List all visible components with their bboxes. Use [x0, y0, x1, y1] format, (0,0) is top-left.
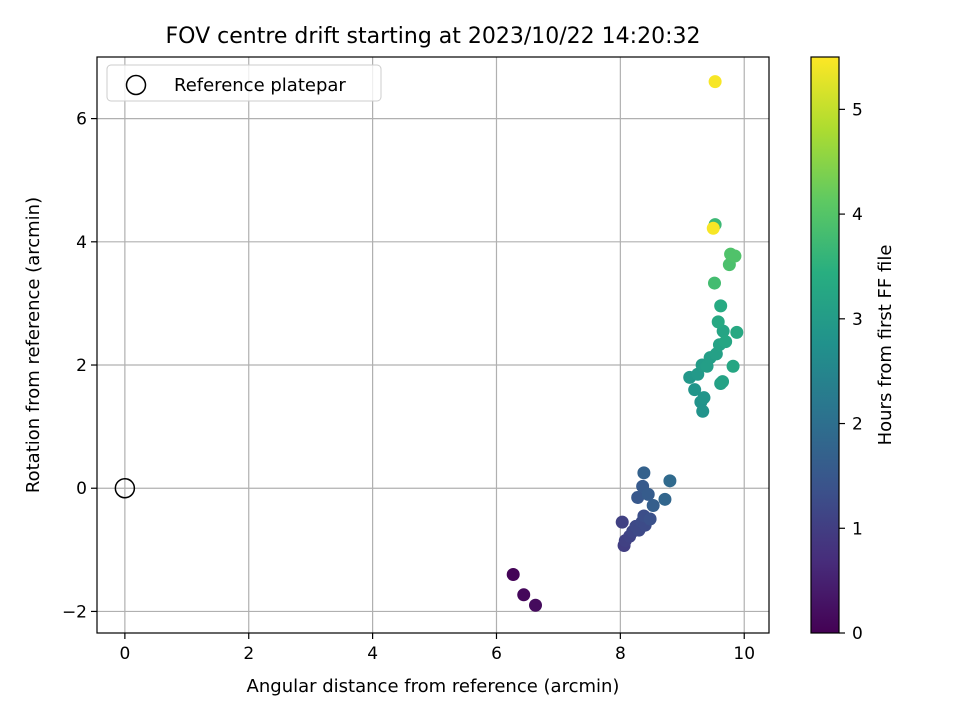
data-point — [706, 221, 720, 235]
data-point — [719, 335, 733, 349]
data-point — [615, 515, 629, 529]
x-tick-label: 10 — [733, 644, 755, 664]
y-tick-label: 2 — [76, 356, 87, 376]
data-point — [658, 492, 672, 506]
data-point — [708, 75, 722, 89]
colorbar-tick-label: 5 — [852, 100, 863, 120]
legend-marker — [125, 74, 147, 96]
legend-box — [106, 64, 382, 102]
colorbar-tick-label: 0 — [852, 624, 863, 644]
plot-area: 0 2 4 6 8 10 −2 0 2 4 6 — [62, 56, 770, 664]
y-axis-ticks: −2 0 2 4 6 — [62, 110, 97, 622]
data-point — [711, 315, 725, 329]
data-point — [726, 359, 740, 373]
y-tick-label: −2 — [62, 602, 87, 622]
chart-title: FOV centre drift starting at 2023/10/22 … — [166, 24, 701, 49]
y-axis-label: Rotation from reference (arcmin) — [23, 197, 44, 493]
data-points — [114, 75, 744, 612]
colorbar-tick-label: 1 — [852, 519, 863, 539]
data-point — [641, 487, 655, 501]
x-tick-label: 2 — [243, 644, 254, 664]
data-point — [728, 249, 742, 263]
x-tick-label: 8 — [615, 644, 626, 664]
legend: Reference platepar — [106, 64, 382, 102]
data-point — [707, 276, 721, 290]
colorbar-tick-label: 2 — [852, 415, 863, 435]
data-point — [730, 325, 744, 339]
reference-platepar-marker — [114, 477, 136, 499]
data-point — [646, 498, 660, 512]
data-point — [631, 490, 645, 504]
data-point — [716, 375, 730, 389]
colorbar-tick-label: 4 — [852, 205, 863, 225]
y-tick-label: 0 — [76, 479, 87, 499]
colorbar: 0 1 2 3 4 5 Hours from first FF file — [810, 56, 896, 644]
y-tick-label: 4 — [76, 233, 87, 253]
plot-frame — [96, 56, 770, 634]
y-tick-label: 6 — [76, 110, 87, 130]
x-tick-label: 0 — [119, 644, 130, 664]
data-point — [663, 474, 677, 488]
data-point — [696, 404, 710, 418]
data-point — [517, 588, 531, 602]
colorbar-gradient — [811, 57, 839, 633]
data-point — [506, 567, 520, 581]
data-point — [688, 383, 702, 397]
data-point — [637, 466, 651, 480]
data-point — [529, 598, 543, 612]
data-point — [643, 512, 657, 526]
x-axis-label: Angular distance from reference (arcmin) — [247, 676, 620, 697]
legend-label: Reference platepar — [174, 75, 346, 96]
data-point — [714, 299, 728, 313]
colorbar-ticks: 0 1 2 3 4 5 — [839, 100, 863, 644]
grid — [97, 57, 769, 633]
colorbar-frame — [810, 56, 840, 634]
x-tick-label: 6 — [491, 644, 502, 664]
x-axis-ticks: 0 2 4 6 8 10 — [119, 633, 755, 664]
x-tick-label: 4 — [367, 644, 378, 664]
colorbar-label: Hours from first FF file — [875, 245, 896, 446]
data-point — [697, 391, 711, 405]
colorbar-tick-label: 3 — [852, 310, 863, 330]
